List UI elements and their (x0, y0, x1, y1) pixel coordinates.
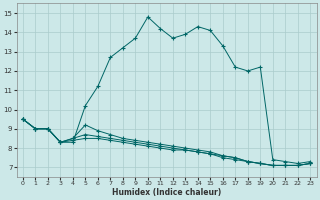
X-axis label: Humidex (Indice chaleur): Humidex (Indice chaleur) (112, 188, 221, 197)
